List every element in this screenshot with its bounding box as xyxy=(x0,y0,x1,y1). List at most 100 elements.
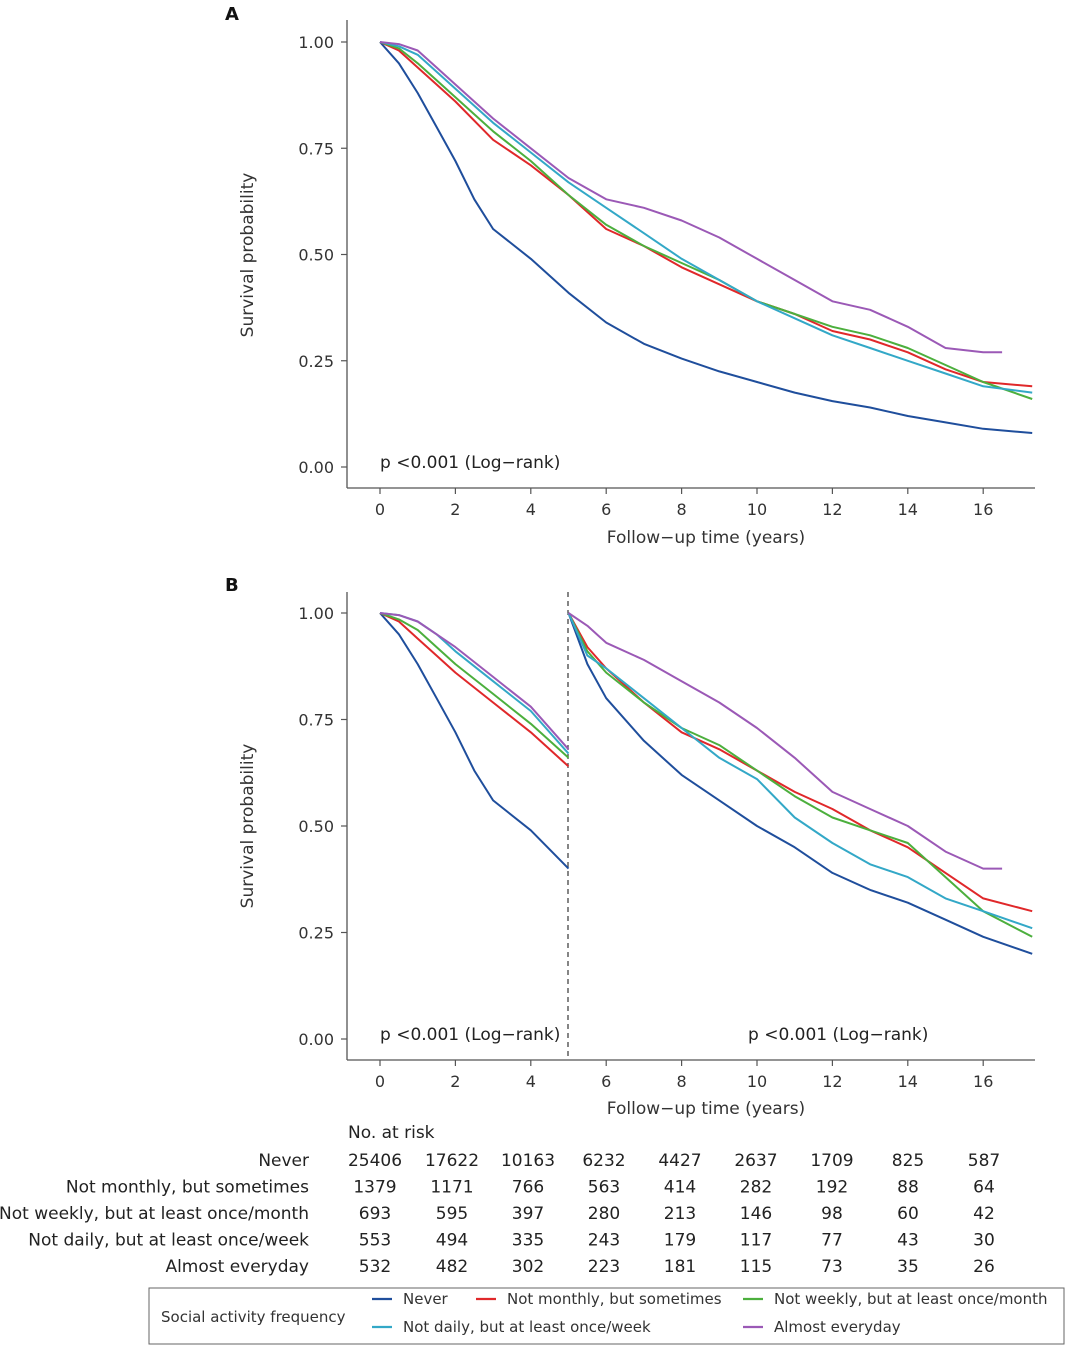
series-line-not-monthly xyxy=(379,612,570,768)
risk-cell: 553 xyxy=(359,1231,391,1251)
series-line-not-daily xyxy=(567,612,1033,930)
panel-a-series xyxy=(379,41,1033,434)
panel-a-y-label: Survival probability xyxy=(238,173,258,338)
risk-cell: 115 xyxy=(740,1257,772,1277)
panel-b-series xyxy=(379,612,1033,955)
series-line-almost-everyday xyxy=(567,612,1003,870)
y-tick-label: 1.00 xyxy=(298,33,334,52)
x-tick-label: 0 xyxy=(375,1072,385,1091)
series-line-not-weekly xyxy=(379,41,1033,400)
risk-cell: 17622 xyxy=(425,1151,479,1171)
risk-cell: 482 xyxy=(436,1257,468,1277)
x-tick-label: 16 xyxy=(973,500,993,519)
x-tick-label: 10 xyxy=(747,500,767,519)
risk-row-label: Not daily, but at least once/week xyxy=(28,1231,309,1251)
y-tick-label: 0.00 xyxy=(298,1030,334,1049)
x-tick-label: 8 xyxy=(677,500,687,519)
panel-b-x-label: Follow−up time (years) xyxy=(607,1099,805,1119)
risk-cell: 30 xyxy=(973,1231,995,1251)
legend: Social activity frequency Never Not month… xyxy=(148,1287,1065,1345)
risk-cell: 181 xyxy=(664,1257,696,1277)
risk-cell: 1171 xyxy=(430,1178,473,1198)
risk-cell: 397 xyxy=(512,1204,544,1224)
panel-a-pvalue: p <0.001 (Log−rank) xyxy=(380,453,560,473)
panel-b-x-ticks: 0 2 4 6 8 10 12 14 16 xyxy=(375,1060,993,1091)
series-line-never xyxy=(379,41,1033,434)
x-tick-label: 2 xyxy=(450,1072,460,1091)
x-tick-label: 2 xyxy=(450,500,460,519)
risk-cell: 77 xyxy=(821,1231,843,1251)
series-line-never xyxy=(567,612,1033,955)
risk-cell: 693 xyxy=(359,1204,391,1224)
series-line-not-monthly xyxy=(379,41,1033,388)
risk-cell: 595 xyxy=(436,1204,468,1224)
x-tick-label: 4 xyxy=(526,500,536,519)
risk-cell: 414 xyxy=(664,1178,696,1198)
risk-cell: 2637 xyxy=(734,1151,777,1171)
legend-label: Not weekly, but at least once/month xyxy=(774,1290,1048,1308)
x-tick-label: 6 xyxy=(601,500,611,519)
panel-a-x-ticks: 0 2 4 6 8 10 12 14 16 xyxy=(375,488,993,519)
risk-cell: 1379 xyxy=(353,1178,396,1198)
x-tick-label: 0 xyxy=(375,500,385,519)
x-tick-label: 8 xyxy=(677,1072,687,1091)
panel-a: A 0.00 0.25 0.50 0.75 1.00 0 2 4 6 8 10 12 14 16 Sur… xyxy=(225,4,1035,548)
series-line-not-weekly xyxy=(379,612,570,759)
series-line-not-daily xyxy=(379,41,1033,394)
risk-cell: 10163 xyxy=(501,1151,555,1171)
x-tick-label: 6 xyxy=(601,1072,611,1091)
risk-cell: 26 xyxy=(973,1257,995,1277)
risk-row-label: Never xyxy=(258,1151,309,1171)
legend-label: Almost everyday xyxy=(774,1318,901,1336)
panel-b-y-label: Survival probability xyxy=(238,744,258,909)
risk-cell: 532 xyxy=(359,1257,391,1277)
series-line-never xyxy=(379,612,570,870)
risk-cell: 117 xyxy=(740,1231,772,1251)
x-tick-label: 16 xyxy=(973,1072,993,1091)
risk-cell: 179 xyxy=(664,1231,696,1251)
legend-items: Never Not monthly, but sometimes Not weekl… xyxy=(372,1290,1048,1336)
legend-label: Not daily, but at least once/week xyxy=(403,1318,651,1336)
risk-cell: 494 xyxy=(436,1231,468,1251)
x-tick-label: 10 xyxy=(747,1072,767,1091)
risk-cell: 302 xyxy=(512,1257,544,1277)
x-tick-label: 12 xyxy=(822,500,842,519)
series-line-almost-everyday xyxy=(379,612,570,750)
panel-b-pvalue-right: p <0.001 (Log−rank) xyxy=(748,1025,928,1045)
risk-cell: 766 xyxy=(512,1178,544,1198)
legend-box xyxy=(148,1287,1065,1345)
risk-cell: 192 xyxy=(816,1178,848,1198)
risk-row-label: Not monthly, but sometimes xyxy=(66,1178,309,1198)
risk-row-label: Almost everyday xyxy=(165,1257,309,1277)
x-tick-label: 4 xyxy=(526,1072,536,1091)
y-tick-label: 0.50 xyxy=(298,817,334,836)
x-tick-label: 12 xyxy=(822,1072,842,1091)
risk-cell: 25406 xyxy=(348,1151,402,1171)
y-tick-label: 0.75 xyxy=(298,711,334,730)
legend-title: Social activity frequency xyxy=(161,1308,346,1326)
y-tick-label: 0.25 xyxy=(298,352,334,371)
risk-table: No. at risk Never 25406 17622 10163 6232 4427… xyxy=(0,1123,1000,1277)
panel-a-letter: A xyxy=(225,4,239,25)
panel-b: B 0.00 0.25 0.50 0.75 1.00 0 2 4 6 8 10 12 14 16 Sur… xyxy=(225,575,1035,1119)
x-tick-label: 14 xyxy=(898,500,918,519)
risk-cell: 4427 xyxy=(658,1151,701,1171)
y-tick-label: 0.25 xyxy=(298,924,334,943)
risk-cell: 213 xyxy=(664,1204,696,1224)
risk-cell: 280 xyxy=(588,1204,620,1224)
risk-table-rows: Never 25406 17622 10163 6232 4427 2637 1709 825 5… xyxy=(0,1151,1000,1277)
panel-b-pvalue-left: p <0.001 (Log−rank) xyxy=(380,1025,560,1045)
risk-cell: 1709 xyxy=(810,1151,853,1171)
risk-cell: 98 xyxy=(821,1204,843,1224)
risk-cell: 282 xyxy=(740,1178,772,1198)
panel-b-y-ticks: 0.00 0.25 0.50 0.75 1.00 xyxy=(298,604,347,1049)
legend-label: Not monthly, but sometimes xyxy=(507,1290,722,1308)
risk-cell: 587 xyxy=(968,1151,1000,1171)
risk-cell: 35 xyxy=(897,1257,919,1277)
legend-label: Never xyxy=(403,1290,449,1308)
x-tick-label: 14 xyxy=(898,1072,918,1091)
risk-cell: 825 xyxy=(892,1151,924,1171)
y-tick-label: 0.75 xyxy=(298,139,334,158)
y-tick-label: 1.00 xyxy=(298,604,334,623)
